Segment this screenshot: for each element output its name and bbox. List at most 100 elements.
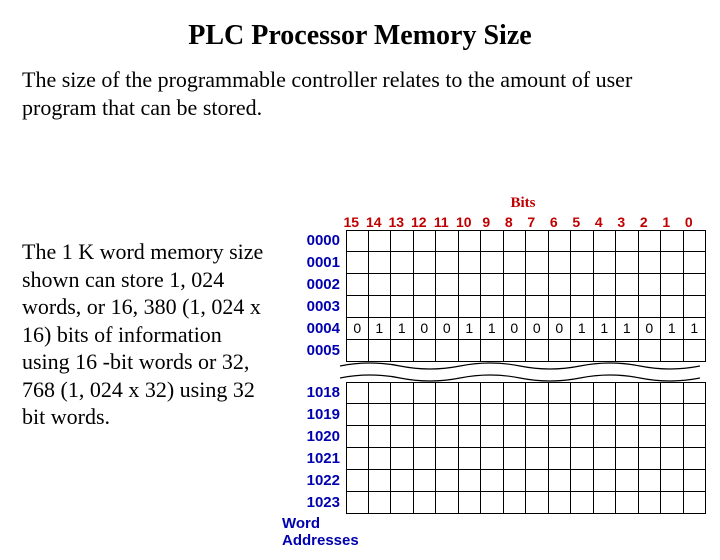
bit-cell xyxy=(504,470,527,492)
bit-cell xyxy=(414,426,437,448)
bit-cell xyxy=(414,230,437,252)
bit-cell xyxy=(436,296,459,318)
bit-cell xyxy=(549,252,572,274)
bit-cell xyxy=(346,296,369,318)
bit-cell xyxy=(459,340,482,362)
bit-cell xyxy=(684,296,707,318)
bit-cell xyxy=(684,426,707,448)
bit-cell xyxy=(684,470,707,492)
bit-cell xyxy=(481,492,504,514)
bit-cell xyxy=(504,382,527,404)
bit-cell xyxy=(526,340,549,362)
bit-headers-row: 15 14 13 12 11 10 9 8 7 6 5 4 3 2 1 0 xyxy=(340,214,706,230)
bit-cell xyxy=(639,340,662,362)
memory-row: 1021 xyxy=(286,448,706,470)
bit-cell xyxy=(369,382,392,404)
bit-cell xyxy=(391,296,414,318)
bit-cell xyxy=(436,274,459,296)
bit-cell xyxy=(481,404,504,426)
word-address-label: 0002 xyxy=(286,274,346,296)
bit-cell xyxy=(661,274,684,296)
bit-cell xyxy=(414,252,437,274)
bit-cell xyxy=(594,426,617,448)
bit-cell xyxy=(436,382,459,404)
bit-cell xyxy=(616,470,639,492)
bit-cell xyxy=(391,230,414,252)
bit-cell xyxy=(346,274,369,296)
bit-cell xyxy=(661,296,684,318)
bit-cell xyxy=(481,340,504,362)
bit-cell xyxy=(571,492,594,514)
bit-cell xyxy=(661,470,684,492)
bit-cell xyxy=(414,448,437,470)
bit-cell xyxy=(346,492,369,514)
intro-text: The size of the programmable controller … xyxy=(22,66,698,121)
bit-cell xyxy=(369,404,392,426)
bit-cell xyxy=(549,426,572,448)
bit-header: 6 xyxy=(543,214,566,230)
bit-cell xyxy=(436,426,459,448)
bit-cell xyxy=(639,252,662,274)
word-address-label: 1020 xyxy=(286,426,346,448)
bit-header: 10 xyxy=(453,214,476,230)
bit-cell xyxy=(549,274,572,296)
side-paragraph: The 1 K word memory size shown can store… xyxy=(22,238,272,431)
bit-cell xyxy=(391,382,414,404)
bit-cell xyxy=(391,274,414,296)
memory-diagram: Bits 15 14 13 12 11 10 9 8 7 6 5 4 3 2 1… xyxy=(286,195,706,549)
bit-cell xyxy=(639,230,662,252)
memory-row: 00040110011000111011 xyxy=(286,318,706,340)
page-title: PLC Processor Memory Size xyxy=(0,20,720,52)
bit-cell xyxy=(571,448,594,470)
bit-cell xyxy=(549,382,572,404)
bit-cell xyxy=(684,382,707,404)
bit-header: 15 xyxy=(340,214,363,230)
bit-cell xyxy=(346,426,369,448)
bit-cell: 1 xyxy=(594,318,617,340)
bit-cell xyxy=(661,492,684,514)
bit-cell xyxy=(571,230,594,252)
bit-header: 1 xyxy=(655,214,678,230)
bit-cell xyxy=(684,340,707,362)
bit-cell xyxy=(661,230,684,252)
bit-header: 12 xyxy=(408,214,431,230)
bit-cell xyxy=(369,274,392,296)
bit-cell xyxy=(436,230,459,252)
bit-header: 14 xyxy=(363,214,386,230)
bit-cell xyxy=(369,252,392,274)
bit-cell xyxy=(594,274,617,296)
bit-cell xyxy=(346,252,369,274)
bit-cell xyxy=(459,274,482,296)
bit-cell xyxy=(661,404,684,426)
bit-cell xyxy=(481,426,504,448)
bit-cell xyxy=(369,470,392,492)
word-addresses-label-l2: Addresses xyxy=(282,532,359,549)
word-address-label: 0004 xyxy=(286,318,346,340)
bit-cell xyxy=(436,492,459,514)
bit-cell xyxy=(504,296,527,318)
bit-cell xyxy=(481,470,504,492)
bit-cell xyxy=(414,470,437,492)
memory-row: 1023 xyxy=(286,492,706,514)
memory-row: 1019 xyxy=(286,404,706,426)
bit-cell: 0 xyxy=(549,318,572,340)
bit-cell xyxy=(346,448,369,470)
bit-cell xyxy=(459,252,482,274)
memory-row: 0005 xyxy=(286,340,706,362)
bit-cell xyxy=(639,382,662,404)
bit-cell xyxy=(571,252,594,274)
bit-cell xyxy=(639,470,662,492)
bit-cell xyxy=(549,404,572,426)
bit-cell xyxy=(391,492,414,514)
bit-cell xyxy=(481,252,504,274)
bit-cell xyxy=(684,230,707,252)
bit-cell xyxy=(571,470,594,492)
bit-cell xyxy=(616,426,639,448)
bit-cell xyxy=(594,296,617,318)
bit-cell xyxy=(549,296,572,318)
bit-cell xyxy=(504,230,527,252)
bit-cell xyxy=(684,274,707,296)
bit-cell xyxy=(346,470,369,492)
bit-cell xyxy=(616,448,639,470)
bit-cell xyxy=(436,252,459,274)
